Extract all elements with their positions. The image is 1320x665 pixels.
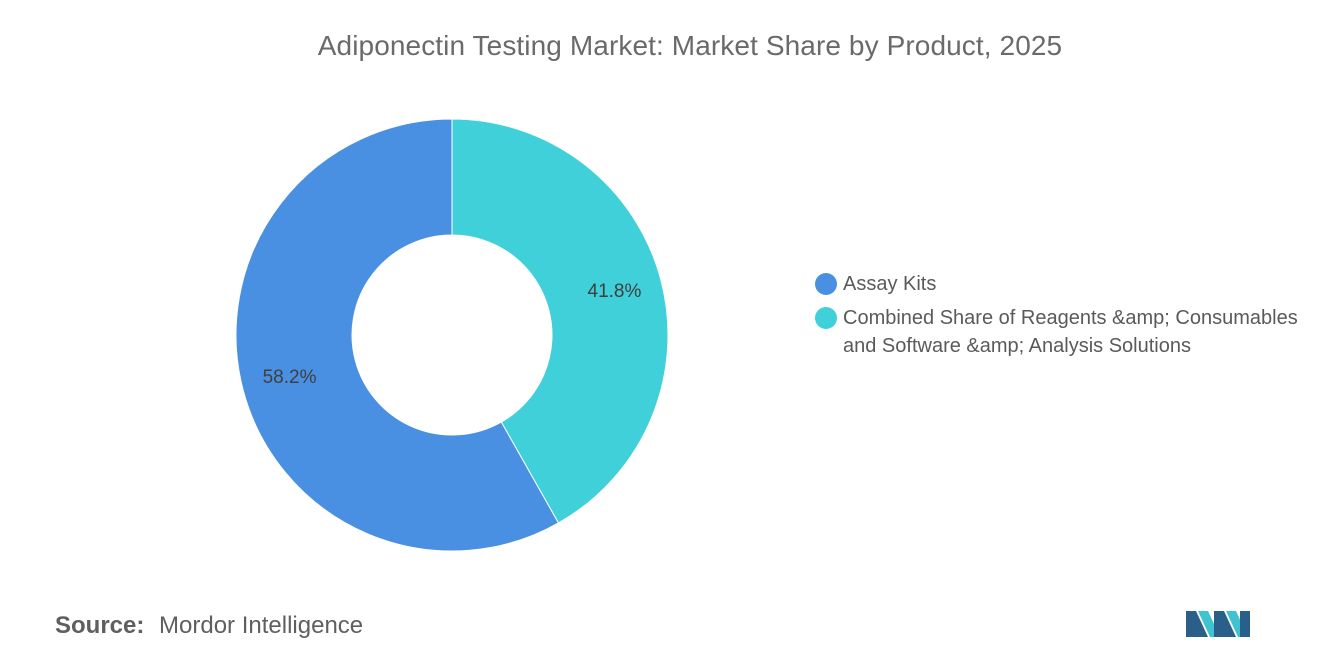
slice-value-label-0: 58.2% (263, 367, 317, 388)
legend-swatch-assay-kits (815, 273, 837, 295)
source-label: Source: (55, 612, 145, 639)
legend-swatch-combined-share (815, 307, 837, 329)
source-value: Mordor Intelligence (159, 612, 364, 639)
legend-item-assay-kits[interactable]: Assay Kits (815, 270, 1320, 298)
donut-slice-1[interactable] (451, 118, 669, 524)
legend-label-assay-kits: Assay Kits (843, 273, 937, 295)
legend-label-line-2: and Software &amp; Analysis Solutions (843, 335, 1191, 357)
legend-item-combined-share[interactable]: Combined Share of Reagents &amp; Consuma… (815, 304, 1320, 360)
legend-label-line-1: Combined Share of Reagents &amp; Consuma… (843, 307, 1298, 329)
mordor-intelligence-logo-icon (1186, 611, 1250, 637)
source-note: Source: Mordor Intelligence (55, 612, 363, 640)
legend: Assay Kits Combined Share of Reagents &a… (815, 270, 1320, 366)
donut-slice-0[interactable] (235, 118, 560, 552)
slice-value-label-1: 41.8% (588, 281, 642, 302)
chart-title: Adiponectin Testing Market: Market Share… (317, 30, 1063, 61)
legend-label-combined-share: Combined Share of Reagents &amp; Consuma… (843, 304, 1298, 360)
